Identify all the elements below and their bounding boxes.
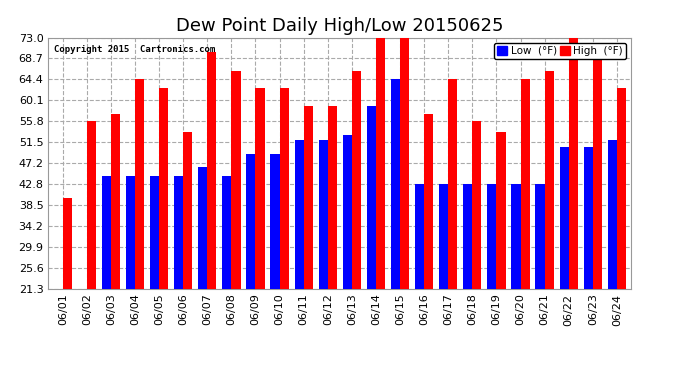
Bar [511,184,520,289]
Bar [560,147,569,289]
Bar [352,70,361,289]
Bar [111,114,120,289]
Bar [487,184,496,289]
Bar [304,105,313,289]
Bar [520,79,530,289]
Bar [343,135,352,289]
Bar [207,52,217,289]
Bar [415,184,424,289]
Bar [198,167,207,289]
Bar [496,132,506,289]
Bar [295,140,304,289]
Bar [535,184,544,289]
Bar [463,184,473,289]
Bar [439,184,449,289]
Bar [391,79,400,289]
Bar [367,105,376,289]
Bar [63,198,72,289]
Title: Dew Point Daily High/Low 20150625: Dew Point Daily High/Low 20150625 [176,16,504,34]
Bar [424,114,433,289]
Bar [279,88,288,289]
Bar [617,88,626,289]
Bar [328,105,337,289]
Bar [222,176,231,289]
Bar [184,132,193,289]
Bar [255,88,265,289]
Bar [174,176,184,289]
Bar [448,79,457,289]
Text: Copyright 2015  Cartronics.com: Copyright 2015 Cartronics.com [54,45,215,54]
Bar [150,176,159,289]
Bar [270,154,279,289]
Bar [246,154,255,289]
Bar [544,70,554,289]
Bar [376,38,385,289]
Bar [231,70,241,289]
Bar [126,176,135,289]
Bar [569,38,578,289]
Bar [87,121,96,289]
Bar [473,121,482,289]
Bar [584,147,593,289]
Bar [159,88,168,289]
Bar [593,58,602,289]
Legend: Low  (°F), High  (°F): Low (°F), High (°F) [494,43,626,59]
Bar [608,140,617,289]
Bar [400,38,409,289]
Bar [135,79,144,289]
Bar [319,140,328,289]
Bar [102,176,111,289]
